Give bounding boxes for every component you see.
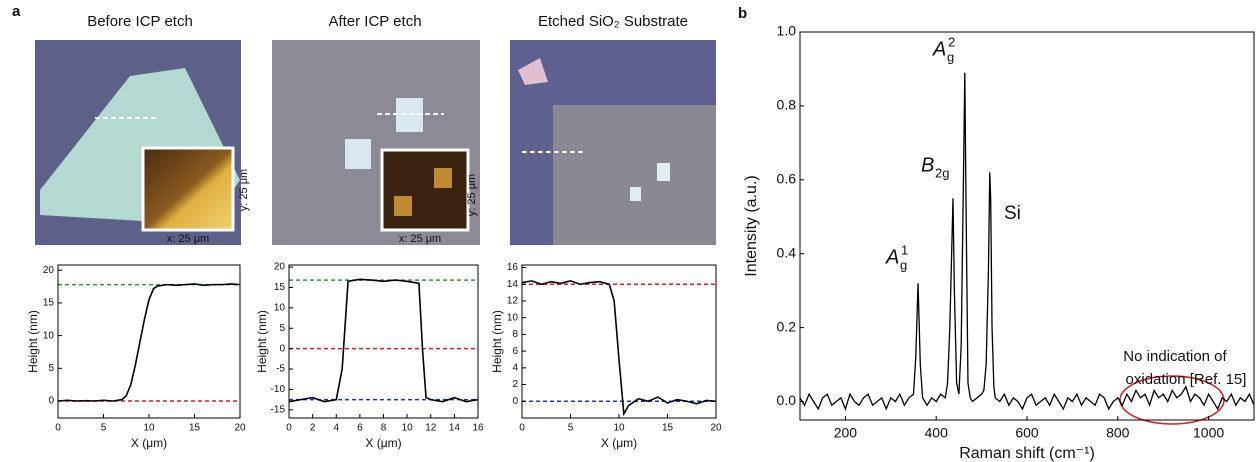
data-line [57,283,241,402]
x-tick-label: 8 [381,423,387,434]
y-tick-label: 4 [512,362,518,373]
x-tick-label: 20 [710,423,722,434]
y-tick-label: 0 [512,396,518,407]
peak-label: A [885,246,899,268]
panel-label: a [12,3,21,20]
peak-label-sub: 2g [935,165,949,180]
y-tick-label: 0.0 [777,392,797,408]
y-tick-label: 0.6 [777,171,797,187]
y-axis-label: Height (nm) [490,310,504,373]
y-tick-label: 0.2 [777,318,797,334]
image-title: Etched SiO₂ Substrate [538,13,688,30]
x-tick-label: 16 [472,423,484,434]
y-tick-label: 10 [274,302,286,313]
x-tick-label: 800 [1106,425,1130,441]
x-tick-label: 10 [402,423,414,434]
peak-label-sup: 1 [901,242,908,257]
data-line [799,72,1255,411]
x-axis-label: Raman shift (cm⁻¹) [959,445,1095,462]
panel-label: b [738,5,747,22]
y-axis-label: Height (nm) [255,310,269,373]
y-tick-label: 15 [274,282,286,293]
y-tick-label: 1.0 [777,23,797,39]
scale-label: x: 25 μm [399,233,441,245]
x-tick-label: 14 [449,423,461,434]
plot-frame [57,264,241,419]
y-tick-label: 0.8 [777,97,797,113]
x-tick-label: 20 [234,423,246,434]
scale-label: x: 25 μm [167,233,209,245]
x-axis-label: X (μm) [365,436,401,450]
y-tick-label: 8 [512,329,518,340]
x-tick-label: 0 [519,423,525,434]
x-axis-label: X (μm) [131,436,167,450]
y-tick-label: -10 [271,384,286,395]
x-tick-label: 5 [568,423,574,434]
data-line [288,278,479,403]
x-tick-label: 0 [55,423,61,434]
x-tick-label: 600 [1015,425,1039,441]
y-axis-label: Height (nm) [26,310,40,373]
x-tick-label: 2 [310,423,316,434]
x-tick-label: 5 [101,423,107,434]
y-tick-label: 6 [512,346,518,357]
x-tick-label: 200 [834,425,858,441]
y-tick-label: 15 [43,298,55,309]
annotation: oxidation [Ref. 15] [1126,371,1247,388]
image-title: Before ICP etch [87,13,193,30]
peak-label-sub: g [947,49,954,64]
plot-frame [288,264,479,419]
optical-image [272,40,480,245]
y-tick-label: 0 [279,343,285,354]
x-tick-label: 6 [357,423,363,434]
x-tick-label: 15 [662,423,674,434]
y-tick-label: 12 [507,296,519,307]
peak-label: B [921,154,934,176]
x-tick-label: 15 [189,423,201,434]
y-tick-label: 2 [512,379,518,390]
y-tick-label: 20 [43,265,55,276]
optical-image [35,40,241,245]
y-axis-label: Intensity (a.u.) [743,175,760,276]
annotation: Si [1004,203,1021,224]
y-tick-label: 10 [507,312,519,323]
y-tick-label: 5 [279,323,285,334]
y-tick-label: -15 [271,404,286,415]
y-tick-label: 0 [48,396,54,407]
peak-label: A [932,38,946,60]
data-line [521,280,717,417]
y-tick-label: 0.4 [777,244,797,260]
x-tick-label: 10 [613,423,625,434]
optical-image [510,40,716,245]
x-tick-label: 0 [286,423,292,434]
x-tick-label: 12 [425,423,437,434]
x-tick-label: 1000 [1193,425,1224,441]
image-title: After ICP etch [328,13,421,30]
annotation: No indication of [1123,348,1227,365]
x-tick-label: 400 [925,425,949,441]
plot-frame [521,264,717,419]
y-tick-label: 20 [274,262,286,273]
y-tick-label: -5 [276,364,285,375]
y-tick-label: 5 [48,363,54,374]
x-tick-label: 10 [143,423,155,434]
y-tick-label: 16 [507,262,519,273]
y-tick-label: 10 [43,330,55,341]
y-tick-label: 14 [507,279,519,290]
x-tick-label: 4 [333,423,339,434]
scale-label: y: 25 μm [238,169,250,211]
peak-label-sup: 2 [948,34,955,49]
x-axis-label: X (μm) [601,436,637,450]
peak-label-sub: g [900,257,907,272]
scale-label: y: 25 μm [466,174,478,216]
